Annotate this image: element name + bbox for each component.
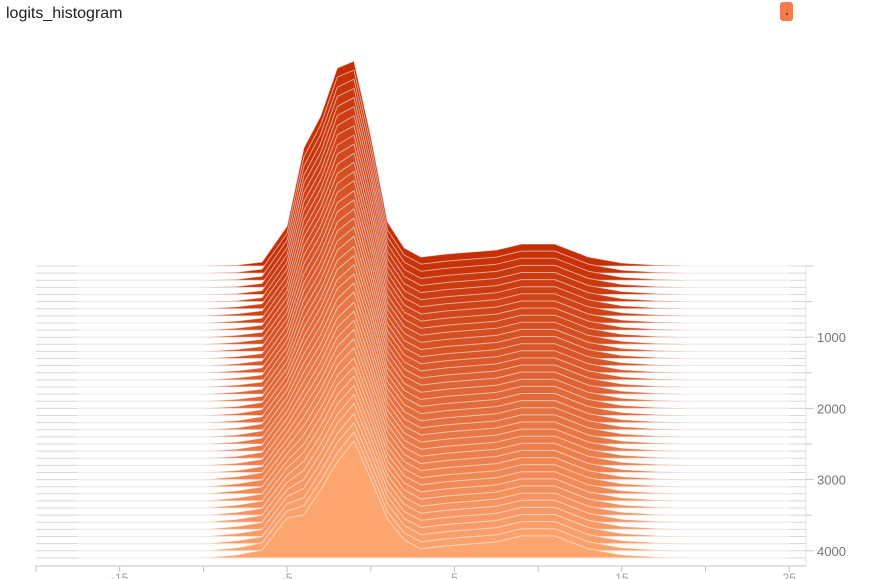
histogram-ridge [77, 264, 790, 424]
histogram-ridge [77, 226, 790, 395]
histogram-ridge [77, 69, 790, 274]
histogram-ridge [77, 97, 790, 295]
x-tick-label: 25 [783, 571, 797, 579]
histogram-ridge [77, 413, 790, 538]
histogram-ridge [77, 366, 790, 502]
histogram-ridge [77, 375, 790, 509]
histogram-ridge [77, 310, 790, 459]
histogram-ridge [77, 273, 790, 431]
histogram-ridge [77, 301, 790, 452]
chart-title: logits_histogram [6, 5, 123, 22]
step-tick-label: 3000 [817, 473, 846, 488]
histogram-ridge [77, 255, 790, 416]
histogram-ridge [77, 402, 790, 530]
histogram-ridge [77, 347, 790, 488]
histogram-ridge [77, 180, 790, 360]
histogram-ridge [77, 319, 790, 466]
histogram-ridge [77, 431, 790, 552]
step-tick-label: 4000 [817, 544, 846, 559]
histogram-ridge [77, 245, 790, 409]
histogram-ridge [77, 338, 790, 481]
histogram-ridge [77, 217, 790, 388]
histogram-ridge [77, 87, 790, 288]
histogram-ridge [77, 115, 790, 310]
histogram-ridge [77, 170, 790, 352]
histogram-ridge [77, 78, 790, 281]
histogram-ridge [77, 190, 790, 367]
histogram-ridge [77, 422, 790, 545]
step-tick-label: 2000 [817, 401, 846, 416]
histogram-ridge [77, 106, 790, 303]
x-tick-label: -15 [111, 571, 129, 579]
series-color-badge[interactable] [780, 2, 793, 21]
histogram-ridge [77, 282, 790, 438]
x-tick-label: 5 [451, 571, 458, 579]
histogram-ridge [77, 329, 790, 473]
histogram-ridge [77, 161, 790, 345]
histogram-ridges [36, 60, 806, 559]
histogram-ridge [77, 291, 790, 445]
step-axis: 1000 2000 3000 4000 [805, 265, 846, 565]
histogram-ridge [77, 199, 790, 374]
histogram-ridge [77, 143, 790, 331]
step-tick-label: 1000 [817, 330, 846, 345]
histogram-ridge [77, 125, 790, 317]
histogram-ridge [77, 60, 790, 267]
histogram-ridge [77, 134, 790, 324]
series-badge-dot [786, 13, 788, 15]
histogram-ridge [77, 357, 790, 495]
x-tick-label: 15 [615, 571, 629, 579]
histogram-ridge [77, 440, 790, 559]
histogram-ridge [77, 208, 790, 381]
histogram-ridge [77, 235, 790, 402]
histogram-ridge [77, 393, 790, 523]
x-axis: -15 -5 5 15 25 [35, 565, 806, 579]
histogram-ridge [77, 152, 790, 338]
x-tick-label: -5 [282, 571, 293, 579]
histogram-ridge [77, 384, 790, 516]
